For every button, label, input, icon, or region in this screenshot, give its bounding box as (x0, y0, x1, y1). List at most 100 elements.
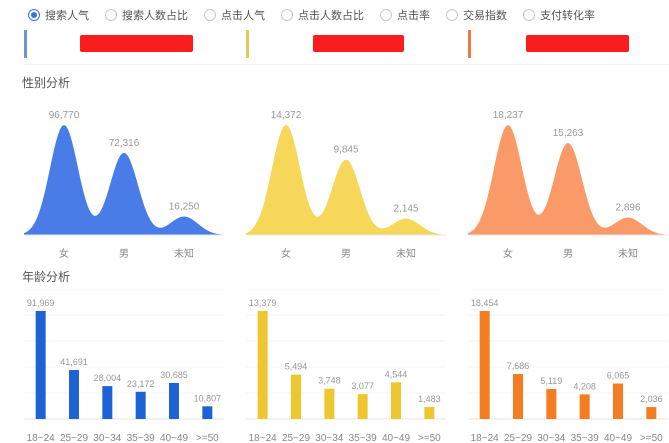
radio-label: 支付转化率 (540, 10, 595, 22)
data-value-label: 2,145 (393, 204, 418, 215)
x-axis-label: 男 (119, 249, 129, 260)
radio-label: 点击人气 (221, 10, 265, 22)
data-value-label: 1,483 (418, 394, 441, 404)
data-value-label: 16,250 (169, 202, 200, 213)
age-charts-row: 91,969 41,691 28,004 23,172 30,685 10,807 18~2… (24, 289, 669, 443)
x-axis-label: 18~24 (470, 433, 499, 443)
gender-chart-2: 14,372 9,845 2,145 女 男 未知 (246, 95, 446, 260)
product-card-2 (246, 30, 446, 58)
x-axis-label: 未知 (174, 249, 194, 260)
product-card-1 (24, 30, 224, 58)
data-value-label: 28,004 (94, 373, 122, 383)
age-chart-3: 18,454 7,686 5,119 4,208 6,065 2,036 18~24 25~2… (468, 289, 668, 443)
data-value-label: 30,685 (160, 370, 188, 380)
data-value-label: 3,748 (318, 376, 341, 386)
radio-transaction-index[interactable]: 交易指数 (446, 7, 507, 23)
data-value-label: 4,208 (573, 381, 596, 391)
radio-icon[interactable] (281, 9, 293, 21)
x-axis-label: 未知 (396, 249, 416, 260)
data-value-label: 15,263 (553, 128, 584, 139)
data-value-label: 23,172 (127, 379, 155, 389)
x-axis: 18~24 25~29 30~34 35~39 40~49 >=50 (246, 433, 446, 443)
radio-label: 交易指数 (463, 10, 507, 22)
data-value-label: 7,686 (507, 361, 530, 371)
data-value-label: 9,845 (333, 145, 358, 156)
data-value-label: 91,969 (27, 298, 55, 308)
gender-section-title: 性别分析 (22, 76, 71, 90)
data-value-label: 2,896 (615, 203, 640, 214)
data-value-label: 3,077 (351, 381, 374, 391)
data-value-label: 41,691 (60, 357, 88, 367)
radio-icon[interactable] (380, 9, 392, 21)
bar-chart-canvas: 91,969 41,691 28,004 23,172 30,685 10,807 (24, 289, 224, 420)
area-chart-canvas: 18,237 15,263 2,896 (468, 110, 668, 236)
radio-click-rate[interactable]: 点击率 (380, 7, 430, 23)
x-axis-label: 女 (503, 249, 513, 260)
x-axis-label: 25~29 (503, 433, 533, 443)
data-value-label: 5,119 (540, 376, 562, 386)
data-value-label: 18,237 (493, 110, 524, 121)
data-value-label: 10,807 (194, 393, 222, 403)
radio-icon[interactable] (204, 9, 216, 21)
area-chart-canvas: 96,770 72,316 16,250 (24, 110, 224, 236)
radio-payment-conversion[interactable]: 支付转化率 (523, 7, 595, 23)
radio-label: 搜索人数占比 (122, 10, 188, 22)
x-axis: 18~24 25~29 30~34 35~39 40~49 >=50 (24, 433, 224, 443)
x-axis: 女 男 未知 (24, 245, 224, 260)
x-axis-label: 35~39 (348, 433, 377, 443)
radio-search-popularity[interactable]: 搜索人气 (28, 7, 89, 23)
x-axis-label: 男 (341, 249, 351, 260)
data-value-label: 72,316 (109, 138, 140, 149)
x-axis-label: 女 (281, 249, 291, 260)
gender-chart-3: 18,237 15,263 2,896 女 男 未知 (468, 95, 668, 260)
data-value-label: 18,454 (471, 298, 499, 308)
radio-search-user-share[interactable]: 搜索人数占比 (105, 7, 188, 23)
x-axis-label: 18~24 (248, 433, 277, 443)
radio-label: 点击率 (397, 10, 430, 22)
x-axis-label: 未知 (618, 249, 638, 260)
redacted-product-title (313, 35, 404, 52)
x-axis-label: 30~34 (315, 433, 344, 443)
x-axis: 女 男 未知 (468, 245, 668, 260)
x-axis-label: 25~29 (281, 433, 311, 443)
metrics-bar: 搜索人气 搜索人数占比 点击人气 点击人数占比 点击率 交易指数 支付转化率 (0, 0, 669, 27)
x-axis-label: 25~29 (59, 433, 89, 443)
radio-selected-icon[interactable] (28, 9, 40, 21)
age-section-title: 年龄分析 (22, 270, 71, 284)
data-value-label: 96,770 (49, 110, 80, 121)
redacted-product-title (526, 35, 629, 52)
radio-label: 点击人数占比 (298, 10, 364, 22)
x-axis-label: 女 (59, 249, 69, 260)
data-value-label: 5,494 (285, 362, 308, 372)
x-axis: 18~24 25~29 30~34 35~39 40~49 >=50 (468, 433, 668, 443)
x-axis-label: 30~34 (93, 433, 122, 443)
data-value-label: 13,379 (249, 298, 277, 308)
x-axis-label: 40~49 (381, 433, 411, 443)
gender-charts-row: 96,770 72,316 16,250 女 男 未知 14,372 9,845 2,145 女… (24, 95, 669, 260)
x-axis-label: 18~24 (26, 433, 55, 443)
bar-chart-canvas: 13,379 5,494 3,748 3,077 4,544 1,483 (246, 289, 446, 420)
age-chart-1: 91,969 41,691 28,004 23,172 30,685 10,807 18~2… (24, 289, 224, 443)
radio-click-user-share[interactable]: 点击人数占比 (281, 7, 364, 23)
x-axis-label: 35~39 (570, 433, 599, 443)
data-value-label: 6,065 (607, 371, 630, 381)
radio-icon[interactable] (105, 9, 117, 21)
data-value-label: 4,544 (385, 369, 408, 379)
x-axis: 女 男 未知 (246, 245, 446, 260)
x-axis-label: 30~34 (537, 433, 566, 443)
radio-label: 搜索人气 (45, 10, 89, 22)
redacted-product-title (80, 35, 193, 52)
radio-icon[interactable] (446, 9, 458, 21)
x-axis-label: 男 (563, 249, 573, 260)
x-axis-label: >=50 (195, 433, 219, 443)
x-axis-label: 35~39 (126, 433, 155, 443)
x-axis-label: 40~49 (159, 433, 189, 443)
data-value-label: 14,372 (271, 110, 302, 121)
bar-chart-canvas: 18,454 7,686 5,119 4,208 6,065 2,036 (468, 289, 668, 420)
radio-icon[interactable] (523, 9, 535, 21)
x-axis-label: >=50 (639, 433, 663, 443)
products-row (24, 30, 669, 65)
radio-click-popularity[interactable]: 点击人气 (204, 7, 265, 23)
area-chart-canvas: 14,372 9,845 2,145 (246, 110, 446, 236)
data-value-label: 2,036 (640, 394, 663, 404)
